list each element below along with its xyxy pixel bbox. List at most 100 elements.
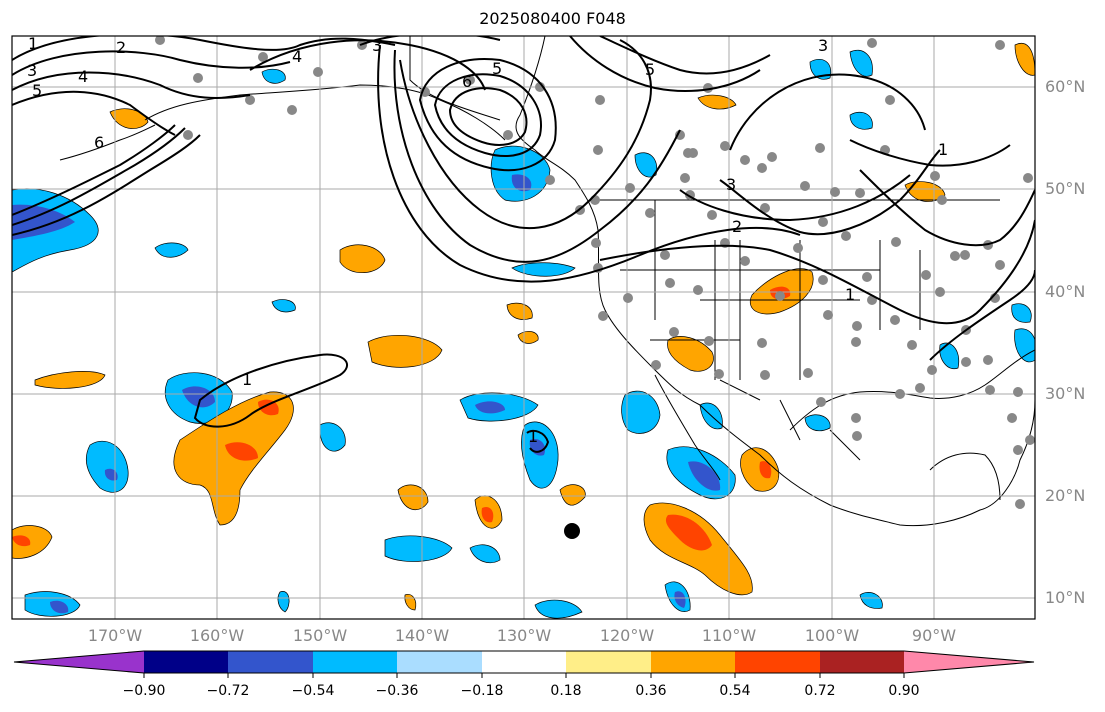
lat-label: 20°N [1045, 486, 1086, 505]
anomaly-negative-region [534, 599, 583, 619]
lon-label: 120°W [599, 626, 655, 645]
anomaly-negative-region [319, 422, 346, 452]
lat-label: 30°N [1045, 384, 1086, 403]
anomaly-negative-region [261, 68, 286, 84]
lon-label: 100°W [804, 626, 860, 645]
contour-line [393, 49, 681, 263]
colorbar-tick-label: 0.36 [635, 683, 667, 699]
contour-line [12, 134, 201, 236]
contour-label: 3 [372, 36, 382, 55]
contour-label: 2 [732, 217, 742, 236]
colorbar-tick-label: −0.54 [291, 683, 335, 699]
colorbar-segment [144, 651, 228, 673]
anomaly-negative-core [104, 468, 118, 481]
graticule [12, 36, 1035, 619]
contour-line [399, 39, 652, 230]
anomaly-positive-core [759, 461, 772, 479]
anomaly-negative-region [490, 145, 551, 202]
contour-label: 5 [645, 60, 655, 79]
contour-label: 1 [845, 285, 855, 304]
anomaly-negative-core [475, 401, 505, 414]
anomaly-positive-region [109, 108, 149, 129]
anomaly-positive-core [665, 514, 712, 551]
anomaly-positive-region [367, 334, 443, 368]
contour-lines [12, 36, 1035, 453]
contour-labels: 1 2 3 4 5 6 3 4 5 6 5 3 3 2 1 1 1 1 [27, 34, 948, 446]
anomaly-positive-region [667, 336, 714, 372]
contour-line [12, 90, 176, 136]
lon-label: 140°W [394, 626, 450, 645]
alaska-border [409, 36, 501, 121]
anomaly-negative-core [688, 461, 721, 491]
colorbar-segment [651, 651, 735, 673]
anomaly-positive-region [697, 94, 737, 110]
anomaly-positive-region [517, 331, 539, 344]
lat-label: 10°N [1045, 588, 1086, 607]
anomaly-positive-core [481, 506, 494, 523]
anomaly-negative-core [674, 591, 686, 608]
anomaly-positive-core [258, 399, 279, 416]
colorbar-segment [482, 651, 566, 673]
anomaly-negative-region [804, 414, 831, 432]
contour-line [599, 219, 1035, 325]
colorbar-tick-label: 0.72 [804, 683, 836, 699]
contour-line [12, 127, 186, 226]
map-frame [11, 35, 1036, 620]
anomaly-positive-region [904, 181, 946, 202]
colorbar-segment [397, 651, 482, 673]
anomaly-negative-region [849, 49, 873, 77]
colorbar-segment [228, 651, 313, 673]
anomaly-positive-region [404, 594, 417, 611]
lon-label: 160°W [189, 626, 245, 645]
contour-line [526, 429, 550, 453]
storm-center-marker [564, 523, 580, 539]
anomaly-negative-region [1011, 303, 1032, 323]
contour-line [12, 124, 176, 216]
contour-label: 6 [94, 133, 104, 152]
contour-label: 6 [462, 72, 472, 91]
contour-line [719, 149, 941, 236]
contour-line [12, 36, 396, 61]
anomaly-negative-region [939, 342, 960, 370]
anomaly-positive-region [506, 302, 533, 320]
yucatan-coastline [929, 452, 1001, 501]
contour-label: 2 [116, 38, 126, 57]
gulf-of-mexico-coastline [789, 349, 1035, 431]
contour-label: 5 [492, 59, 502, 78]
lat-label: 60°N [1045, 77, 1086, 96]
colorbar-segment [566, 651, 651, 673]
colorbar-tick-label: −0.18 [460, 683, 504, 699]
colorbar-segment [313, 651, 397, 673]
contour-line [729, 73, 926, 151]
contour-label: 1 [28, 34, 38, 53]
lat-label: 40°N [1045, 282, 1086, 301]
contour-label: 1 [242, 370, 252, 389]
station-markers [155, 36, 1035, 509]
anomaly-negative-core [182, 386, 215, 408]
anomaly-negative-region [154, 242, 189, 258]
contour-line [929, 269, 1035, 361]
contour-line [569, 36, 761, 92]
lon-label: 150°W [292, 626, 348, 645]
colorbar-segment [820, 651, 904, 673]
anomaly-negative-region [271, 299, 296, 313]
anomaly-negative-region [849, 111, 873, 130]
contour-line [377, 44, 801, 283]
contour-line [359, 36, 501, 46]
anomaly-positive-region [339, 244, 386, 274]
colorbar-tick-label: 0.54 [719, 683, 751, 699]
contour-line [679, 174, 911, 222]
contour-line [448, 87, 528, 146]
lon-label: 110°W [701, 626, 757, 645]
lon-label: 90°W [911, 626, 957, 645]
contour-label: 3 [27, 61, 37, 80]
contour-line [12, 71, 251, 99]
mexico-state-lines [719, 379, 861, 461]
colorbar-tick-label: 0.18 [550, 683, 582, 699]
contour-line [418, 58, 557, 172]
colorbar-segment [904, 651, 1034, 673]
contour-line [859, 169, 1035, 247]
anomaly-negative-region [1014, 328, 1035, 363]
anomaly-positive-region [397, 484, 429, 511]
contour-label: 1 [528, 427, 538, 446]
